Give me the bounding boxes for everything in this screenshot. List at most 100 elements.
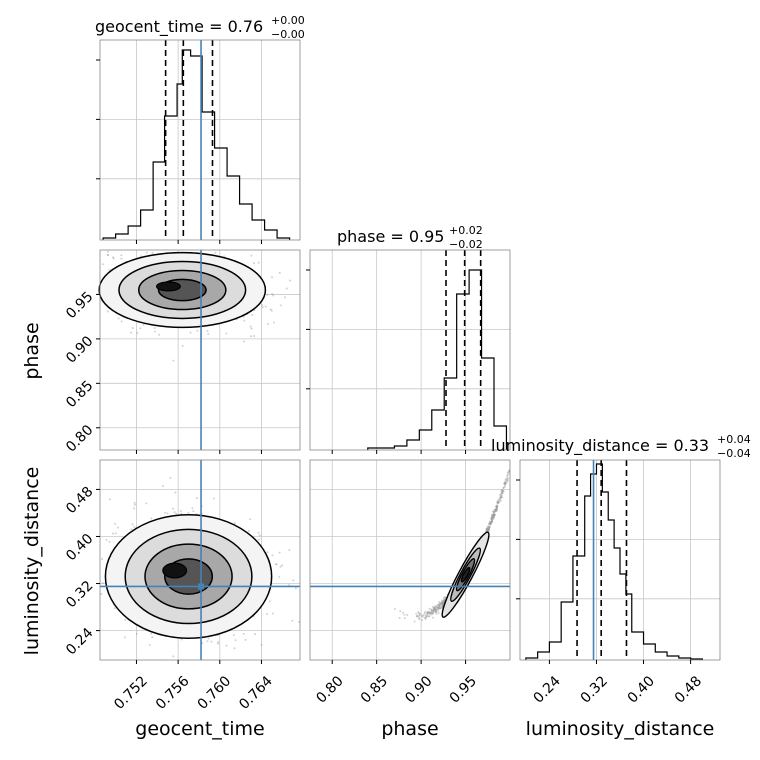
sample-point: [12, 320, 14, 322]
sample-point: [431, 612, 434, 615]
sample-point: [439, 605, 442, 608]
sample-point: [439, 602, 442, 605]
sample-point: [487, 528, 490, 531]
title-geocent-time: geocent_time = 0.76: [95, 17, 263, 37]
sample-point: [429, 613, 432, 616]
sample-point: [196, 329, 199, 332]
sample-point: [495, 504, 498, 507]
sample-point: [432, 608, 435, 611]
sample-point: [485, 528, 488, 531]
sample-point: [97, 273, 99, 275]
sample-point: [504, 482, 507, 485]
sample-point: [501, 491, 504, 494]
sample-point: [92, 266, 94, 268]
sample-point: [108, 244, 110, 246]
sample-point: [506, 473, 509, 476]
sample-point: [170, 246, 172, 248]
sample-point: [434, 608, 437, 611]
sample-point: [175, 512, 178, 515]
sample-point: [402, 611, 405, 614]
sample-point: [492, 510, 495, 513]
sample-point: [434, 610, 437, 613]
sample-point: [436, 608, 439, 611]
sample-point: [493, 514, 496, 517]
sample-point: [436, 603, 439, 606]
sample-point: [487, 523, 490, 526]
sample-point: [418, 617, 421, 620]
sample-point: [489, 521, 492, 524]
sample-point: [120, 320, 123, 323]
sample-point: [496, 505, 499, 508]
sample-point: [187, 511, 190, 514]
xlabel-geocent-time: geocent_time: [135, 718, 264, 740]
sample-point: [101, 582, 104, 585]
sample-point: [206, 640, 209, 643]
sample-point: [117, 317, 120, 320]
sample-point: [491, 515, 494, 518]
sample-point: [487, 528, 490, 531]
sample-point: [288, 279, 291, 282]
sample-point: [493, 509, 496, 512]
sample-point: [512, 462, 514, 464]
sample-point: [428, 611, 431, 614]
sample-point: [136, 331, 139, 334]
sample-point: [432, 610, 435, 613]
sample-point: [434, 607, 437, 610]
sample-point: [523, 422, 525, 424]
sample-point: [428, 615, 431, 618]
sample-point: [304, 613, 306, 615]
sample-point: [288, 548, 291, 551]
sample-point: [92, 276, 94, 278]
sample-point: [105, 538, 108, 541]
sample-point: [201, 669, 203, 671]
sample-point: [485, 529, 488, 532]
sample-point: [487, 526, 490, 529]
sample-point: [504, 479, 507, 482]
sample-point: [442, 601, 445, 604]
xtick-label-luminosity-distance: 0.24: [531, 673, 564, 706]
sample-point: [398, 617, 401, 620]
sample-point: [490, 521, 493, 524]
sample-point: [498, 497, 501, 500]
ytick-label-phase: 0.80: [63, 422, 96, 455]
sample-point: [271, 554, 274, 557]
sample-point: [133, 503, 136, 506]
sample-point: [485, 527, 488, 530]
sample-point: [443, 598, 446, 601]
sample-point: [498, 499, 501, 502]
sample-point: [153, 326, 156, 329]
title-luminosity-distance: luminosity_distance = 0.33: [491, 436, 709, 456]
sample-point: [430, 613, 433, 616]
sample-point: [425, 615, 428, 618]
sample-point: [486, 529, 489, 532]
title-luminosity-distance-sup: +0.04: [717, 433, 751, 446]
sample-point: [499, 499, 502, 502]
sample-point: [272, 294, 275, 297]
sample-point: [489, 517, 492, 520]
sample-point: [108, 540, 111, 543]
sample-point: [501, 489, 504, 492]
sample-point: [441, 602, 444, 605]
ytick-label-phase: 0.90: [63, 333, 96, 366]
sample-point: [504, 484, 507, 487]
sample-point: [264, 305, 267, 308]
sample-point: [503, 482, 506, 485]
sample-point: [435, 612, 438, 615]
sample-point: [292, 579, 295, 582]
sample-point: [213, 240, 215, 242]
sample-point: [486, 525, 489, 528]
sample-point: [278, 575, 281, 578]
sample-point: [234, 639, 237, 642]
sample-point: [501, 496, 504, 499]
sample-point: [432, 606, 435, 609]
sample-point: [487, 526, 490, 529]
sample-point: [495, 505, 498, 508]
sample-point: [435, 606, 438, 609]
sample-point: [492, 513, 495, 516]
sample-point: [501, 490, 504, 493]
sample-point: [499, 496, 502, 499]
sample-point: [106, 310, 109, 313]
sample-point: [133, 501, 136, 504]
sample-point: [173, 511, 176, 514]
sample-point: [108, 498, 111, 501]
